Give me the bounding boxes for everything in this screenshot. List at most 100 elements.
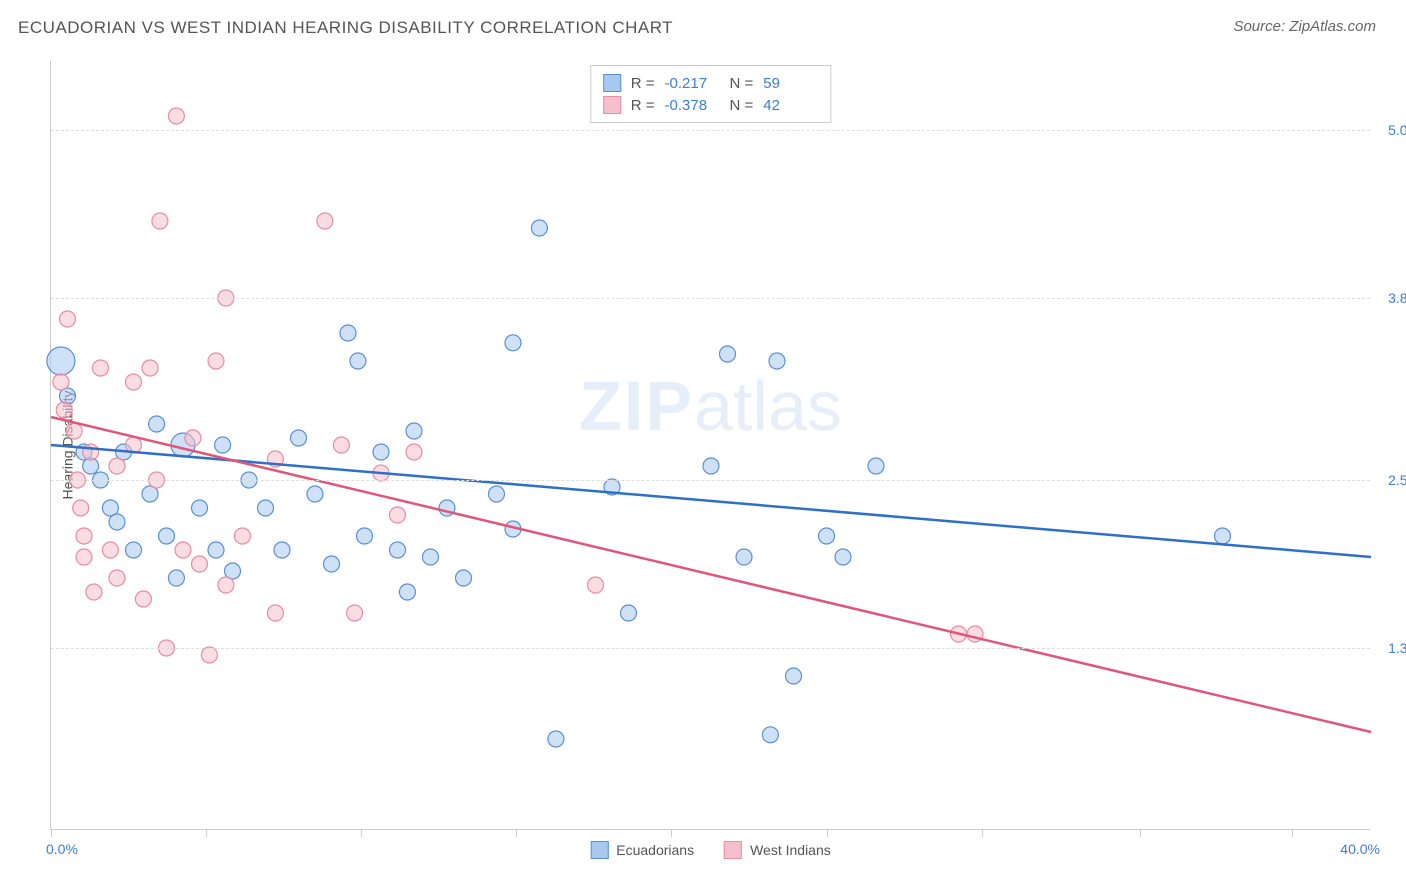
grid-line-horizontal <box>51 480 1370 481</box>
scatter-point <box>208 353 224 369</box>
scatter-point <box>267 605 283 621</box>
scatter-point <box>423 549 439 565</box>
scatter-point <box>109 514 125 530</box>
scatter-point <box>720 346 736 362</box>
scatter-point <box>390 507 406 523</box>
scatter-point <box>621 605 637 621</box>
scatter-point <box>93 360 109 376</box>
correlation-legend: R =-0.217N =59R =-0.378N =42 <box>590 65 832 123</box>
scatter-point <box>47 347 75 375</box>
scatter-point <box>390 542 406 558</box>
scatter-point <box>1215 528 1231 544</box>
scatter-point <box>373 444 389 460</box>
scatter-point <box>168 570 184 586</box>
scatter-point <box>324 556 340 572</box>
scatter-point <box>149 416 165 432</box>
scatter-point <box>126 542 142 558</box>
y-axis-tick-label: 2.5% <box>1388 472 1406 488</box>
scatter-point <box>307 486 323 502</box>
scatter-point <box>835 549 851 565</box>
scatter-point <box>102 542 118 558</box>
scatter-point <box>274 542 290 558</box>
scatter-point <box>208 542 224 558</box>
scatter-point <box>234 528 250 544</box>
legend-swatch <box>603 96 621 114</box>
scatter-point <box>258 500 274 516</box>
scatter-point <box>192 556 208 572</box>
x-axis-tick <box>206 829 207 837</box>
legend-swatch <box>603 74 621 92</box>
scatter-point <box>762 727 778 743</box>
scatter-point <box>333 437 349 453</box>
scatter-point <box>201 647 217 663</box>
x-axis-tick <box>982 829 983 837</box>
y-axis-tick-label: 5.0% <box>1388 122 1406 138</box>
scatter-point <box>76 528 92 544</box>
scatter-point <box>357 528 373 544</box>
y-axis-tick-label: 1.3% <box>1388 640 1406 656</box>
scatter-point <box>769 353 785 369</box>
n-value: 59 <box>763 75 818 92</box>
r-value: -0.378 <box>665 97 720 114</box>
correlation-legend-row: R =-0.217N =59 <box>603 72 819 94</box>
scatter-point <box>588 577 604 593</box>
scatter-point <box>56 402 72 418</box>
scatter-point <box>109 458 125 474</box>
scatter-point <box>868 458 884 474</box>
series-legend-item: West Indians <box>724 841 831 859</box>
x-axis-max-label: 40.0% <box>1340 841 1380 857</box>
legend-swatch <box>724 841 742 859</box>
x-axis-tick <box>1292 829 1293 837</box>
scatter-point <box>317 213 333 229</box>
scatter-point <box>489 486 505 502</box>
scatter-point <box>399 584 415 600</box>
n-label: N = <box>730 75 754 92</box>
x-axis-tick <box>516 829 517 837</box>
n-value: 42 <box>763 97 818 114</box>
scatter-point <box>215 437 231 453</box>
scatter-point <box>76 549 92 565</box>
chart-title: ECUADORIAN VS WEST INDIAN HEARING DISABI… <box>18 18 673 38</box>
scatter-point <box>168 108 184 124</box>
y-axis-tick-label: 3.8% <box>1388 290 1406 306</box>
scatter-point <box>109 570 125 586</box>
x-axis-tick <box>827 829 828 837</box>
source-attribution: Source: ZipAtlas.com <box>1233 18 1376 35</box>
scatter-point <box>531 220 547 236</box>
scatter-point <box>291 430 307 446</box>
scatter-point <box>175 542 191 558</box>
scatter-point <box>159 528 175 544</box>
series-name: Ecuadorians <box>616 842 694 858</box>
grid-line-horizontal <box>51 130 1370 131</box>
scatter-point <box>218 577 234 593</box>
scatter-point <box>340 325 356 341</box>
grid-line-horizontal <box>51 298 1370 299</box>
scatter-point <box>142 360 158 376</box>
n-label: N = <box>730 97 754 114</box>
scatter-point <box>736 549 752 565</box>
scatter-point <box>505 335 521 351</box>
scatter-point <box>350 353 366 369</box>
scatter-point <box>53 374 69 390</box>
scatter-point <box>786 668 802 684</box>
legend-swatch <box>590 841 608 859</box>
scatter-point <box>192 500 208 516</box>
scatter-point <box>703 458 719 474</box>
scatter-point <box>548 731 564 747</box>
grid-line-horizontal <box>51 648 1370 649</box>
r-label: R = <box>631 97 655 114</box>
scatter-point <box>135 591 151 607</box>
series-name: West Indians <box>750 842 831 858</box>
scatter-point <box>73 500 89 516</box>
x-axis-tick <box>1140 829 1141 837</box>
series-legend-item: Ecuadorians <box>590 841 694 859</box>
x-axis-tick <box>671 829 672 837</box>
scatter-point <box>83 444 99 460</box>
scatter-point <box>406 423 422 439</box>
x-axis-tick <box>51 829 52 837</box>
chart-plot-area: Hearing Disability ZIPatlas R =-0.217N =… <box>50 60 1370 830</box>
r-value: -0.217 <box>665 75 720 92</box>
scatter-point <box>152 213 168 229</box>
scatter-point <box>126 374 142 390</box>
series-legend: Ecuadorians West Indians <box>590 841 831 859</box>
